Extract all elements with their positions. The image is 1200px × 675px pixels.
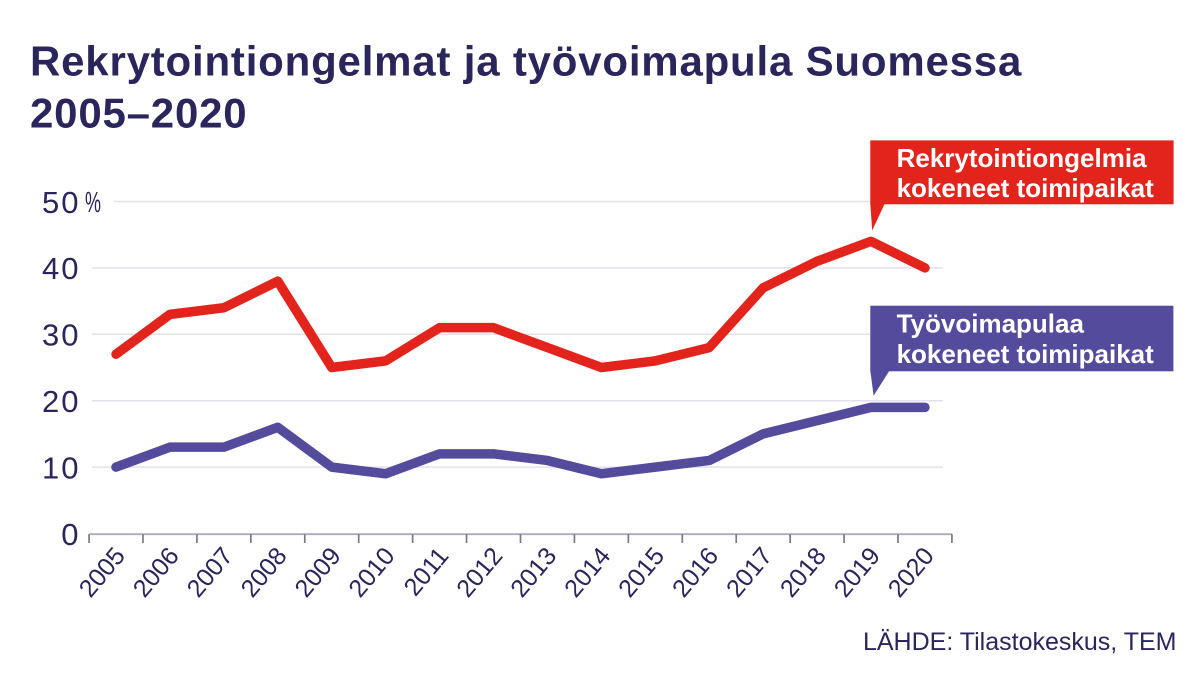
svg-text:2009: 2009 xyxy=(289,542,346,603)
svg-text:Työvoimapulaa: Työvoimapulaa xyxy=(897,309,1085,339)
svg-text:2011: 2011 xyxy=(398,542,454,601)
svg-text:2006: 2006 xyxy=(128,542,185,603)
svg-text:10: 10 xyxy=(42,450,80,485)
svg-text:2010: 2010 xyxy=(343,542,400,603)
svg-text:0: 0 xyxy=(61,517,80,552)
svg-text:2012: 2012 xyxy=(451,542,508,603)
svg-text:Rekrytointiongelmia: Rekrytointiongelmia xyxy=(897,143,1147,173)
svg-text:20: 20 xyxy=(42,384,80,419)
svg-text:2007: 2007 xyxy=(182,542,239,603)
svg-text:%: % xyxy=(85,187,101,219)
svg-text:2005–2020: 2005–2020 xyxy=(30,89,247,136)
svg-text:2008: 2008 xyxy=(235,542,292,603)
svg-text:2005: 2005 xyxy=(74,542,131,603)
svg-text:50: 50 xyxy=(42,185,80,220)
svg-text:2020: 2020 xyxy=(883,542,940,603)
svg-text:2016: 2016 xyxy=(667,542,724,603)
svg-text:40: 40 xyxy=(42,251,80,286)
svg-text:LÄHDE: Tilastokeskus, TEM: LÄHDE: Tilastokeskus, TEM xyxy=(863,628,1177,656)
svg-text:2018: 2018 xyxy=(775,542,832,603)
svg-text:2013: 2013 xyxy=(505,542,562,603)
svg-text:Rekrytointiongelmat ja työvoim: Rekrytointiongelmat ja työvoimapula Suom… xyxy=(30,38,1022,85)
svg-text:2015: 2015 xyxy=(613,542,670,603)
svg-text:kokeneet toimipaikat: kokeneet toimipaikat xyxy=(897,173,1155,203)
svg-text:2019: 2019 xyxy=(829,542,886,603)
svg-text:kokeneet toimipaikat: kokeneet toimipaikat xyxy=(897,339,1155,369)
svg-text:2017: 2017 xyxy=(721,542,778,603)
svg-text:30: 30 xyxy=(42,318,80,353)
svg-text:2014: 2014 xyxy=(559,542,616,603)
